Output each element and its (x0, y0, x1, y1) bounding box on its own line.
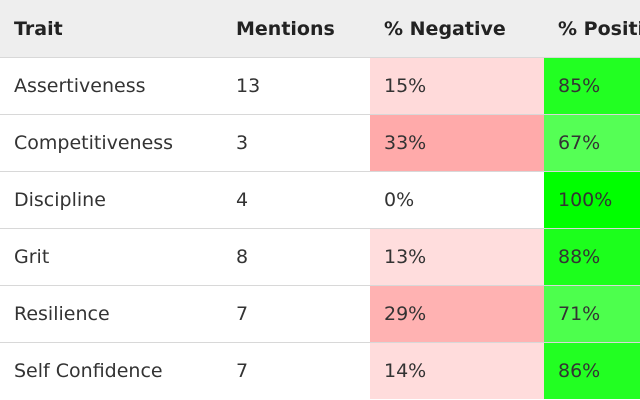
negative: 29% (370, 285, 544, 343)
trait: Grit (0, 228, 222, 286)
negative: 14% (370, 342, 544, 399)
mentions: 7 (222, 342, 370, 399)
row: Assertiveness 13 15% 85% (0, 57, 640, 115)
row: Resilience 7 29% 71% (0, 285, 640, 343)
trait: Competitiveness (0, 114, 222, 172)
row: Competitiveness 3 33% 67% (0, 114, 640, 172)
row: Discipline 4 0% 100% (0, 171, 640, 229)
header-cell: % Negative (370, 0, 544, 58)
trait: Discipline (0, 171, 222, 229)
positive: 85% (544, 57, 640, 115)
negative: 15% (370, 57, 544, 115)
trait: Assertiveness (0, 57, 222, 115)
row: Self Confidence 7 14% 86% (0, 342, 640, 399)
header-cell: Mentions (222, 0, 370, 58)
trait: Self Confidence (0, 342, 222, 399)
row: Grit 8 13% 88% (0, 228, 640, 286)
positive: 88% (544, 228, 640, 286)
header-cell: Trait (0, 0, 222, 58)
positive: 86% (544, 342, 640, 399)
negative: 13% (370, 228, 544, 286)
header-cell: % Positive (544, 0, 640, 58)
positive: 67% (544, 114, 640, 172)
mentions: 3 (222, 114, 370, 172)
positive: 71% (544, 285, 640, 343)
mentions: 7 (222, 285, 370, 343)
mentions: 4 (222, 171, 370, 229)
header-row: Trait Mentions % Negative % Positive (0, 0, 640, 58)
negative: 0% (370, 171, 544, 229)
positive: 100% (544, 171, 640, 229)
mentions: 8 (222, 228, 370, 286)
trait: Resilience (0, 285, 222, 343)
negative: 33% (370, 114, 544, 172)
mentions: 13 (222, 57, 370, 115)
